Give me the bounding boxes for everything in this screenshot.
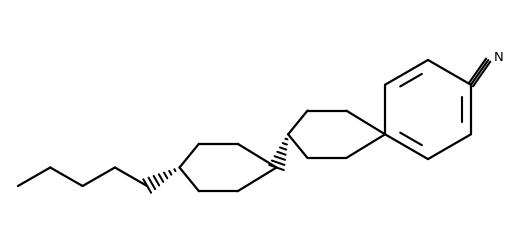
Text: N: N xyxy=(494,51,504,64)
